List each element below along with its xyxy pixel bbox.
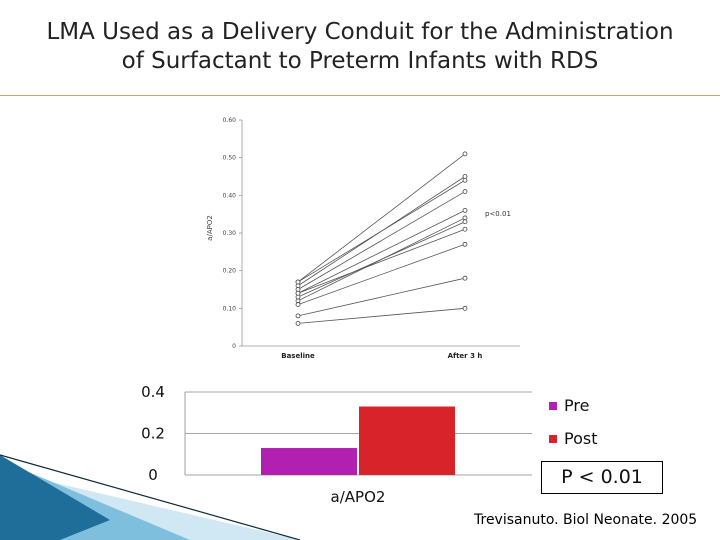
x-category-label: a/APO2 <box>331 488 386 506</box>
y-tick-label: 0.50 <box>223 155 237 162</box>
p-value-annotation: p<0.01 <box>485 210 511 218</box>
data-point <box>295 313 301 319</box>
subject-line-1 <box>297 153 466 283</box>
subject-line-8 <box>297 228 466 294</box>
citation: Trevisanuto. Biol Neonate. 2005 <box>474 512 698 528</box>
legend-swatch-pre <box>549 402 557 410</box>
title-line-1: LMA Used as a Delivery Conduit for the A… <box>46 19 674 45</box>
data-point <box>462 189 468 194</box>
y-axis-label: a/APO2 <box>206 215 214 241</box>
y-tick-label: 0.30 <box>223 230 237 237</box>
data-point <box>295 290 301 296</box>
x-category-label: Baseline <box>281 352 315 360</box>
data-point <box>462 151 468 157</box>
data-point <box>462 241 468 247</box>
subject-line-11 <box>297 307 466 324</box>
data-point <box>295 302 301 307</box>
y-tick-label: 0.40 <box>223 192 237 199</box>
decorative-corner-shape <box>0 454 300 540</box>
y-tick-label: 0 <box>232 343 236 350</box>
y-tick-label: 0.4 <box>141 383 165 401</box>
subject-line-3 <box>297 179 466 283</box>
data-point <box>295 320 301 326</box>
subject-line-5 <box>297 210 466 294</box>
subject-line-4 <box>297 191 466 290</box>
bar-pre <box>261 448 357 475</box>
y-tick-label: 0.2 <box>141 425 165 443</box>
line-chart-aapo2: 0 0.10 0.20 0.30 0.40 0.50 0.60 a/APO2 Baseline A… <box>206 117 520 360</box>
y-tick-label: 0.60 <box>223 117 237 124</box>
data-point <box>462 219 468 225</box>
title-line-2: of Surfactant to Preterm Infants with RD… <box>121 48 599 74</box>
x-category-label: After 3 h <box>448 352 483 360</box>
title-divider <box>0 95 720 96</box>
y-tick-label: 0.10 <box>223 305 237 312</box>
data-point <box>462 208 468 213</box>
subject-line-7 <box>297 221 466 298</box>
p-value-box: P < 0.01 <box>541 461 663 494</box>
bar-chart-pre-post: 0 0.2 0.4 a/APO2 Pre Post <box>141 383 597 506</box>
legend-label-pre: Pre <box>564 396 589 415</box>
legend-label-post: Post <box>564 429 597 448</box>
data-point <box>462 226 468 232</box>
y-tick-label: 0 <box>148 466 158 484</box>
subject-line-10 <box>297 277 466 317</box>
bar-post <box>359 406 455 475</box>
data-point <box>462 177 468 183</box>
data-point <box>295 279 301 285</box>
y-tick-label: 0.20 <box>223 268 237 275</box>
slide-title: LMA Used as a Delivery Conduit for the A… <box>0 18 720 76</box>
data-point <box>462 275 468 281</box>
subject-line-9 <box>297 243 466 305</box>
legend-swatch-post <box>549 435 557 443</box>
data-point <box>462 305 468 311</box>
